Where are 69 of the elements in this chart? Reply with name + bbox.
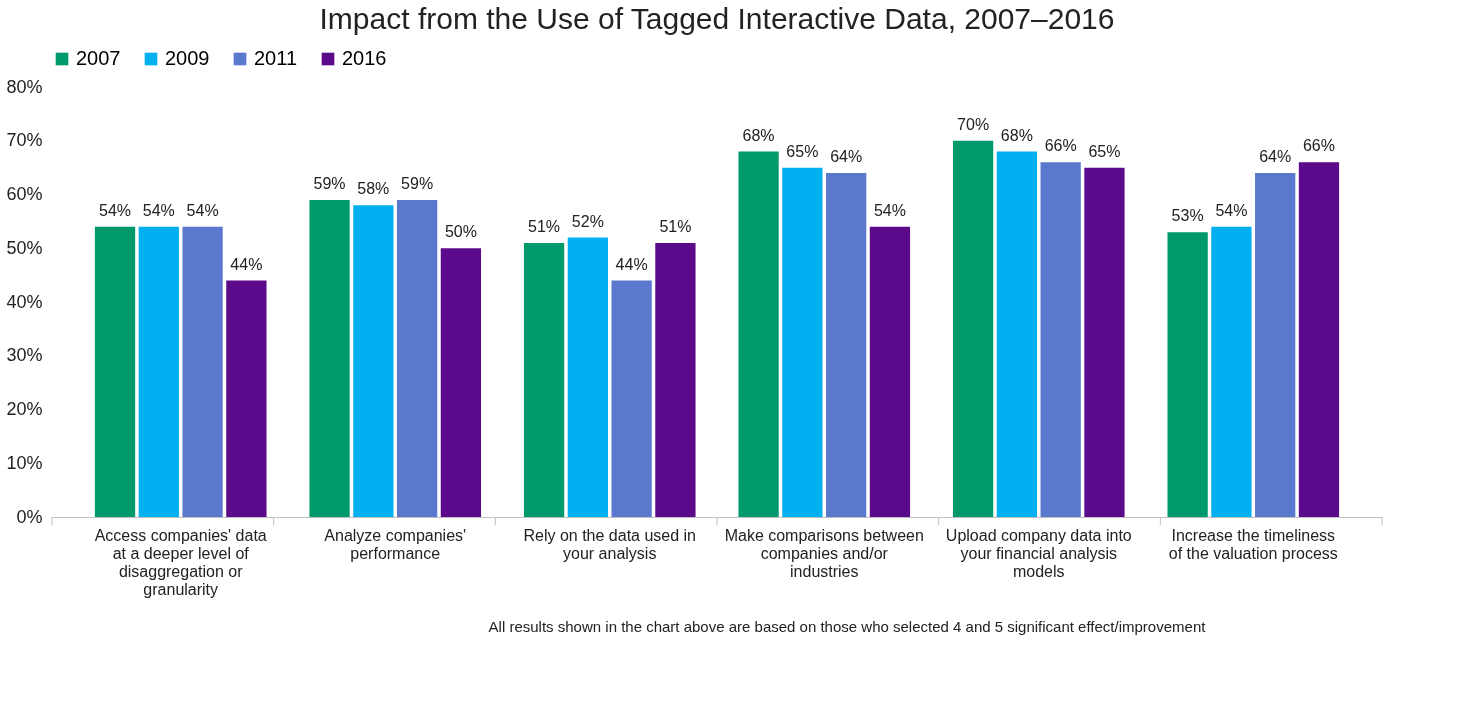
y-tick-label: 10%: [6, 452, 43, 473]
x-tick-label: Access companies' data at a deeper level of disaggregation or granularity: [94, 526, 267, 598]
bar: [440, 248, 482, 517]
data-label: 59%: [401, 174, 434, 192]
bar: [1298, 162, 1340, 517]
bar: [523, 242, 565, 517]
data-label: 68%: [1000, 126, 1033, 144]
data-label: 59%: [313, 174, 346, 192]
data-label: 52%: [571, 212, 604, 230]
bar: [996, 151, 1038, 517]
data-label: 53%: [1171, 207, 1204, 225]
chart-title: Impact from the Use of Tagged Interactive Data, 2007–2016: [319, 2, 1115, 35]
bar: [782, 167, 823, 517]
data-label: 70%: [957, 115, 990, 133]
x-tick-label: Upload company data into your financial analysis models: [945, 526, 1132, 580]
bar: [869, 226, 911, 517]
bar: [1211, 226, 1252, 517]
data-label: 66%: [1302, 137, 1335, 155]
text: All results shown in the chart above are based on those who selected 4 and 5 significant effect/improvement: [488, 618, 1207, 635]
x-tick-label: Increase the timeliness of the valuation process: [1168, 526, 1338, 562]
data-label: 54%: [1215, 201, 1248, 219]
bar: [396, 199, 438, 517]
bar: [1167, 232, 1208, 517]
legend-label: 2009: [165, 47, 210, 69]
y-tick-label: 60%: [6, 184, 43, 204]
bar: [94, 226, 136, 517]
data-label: 64%: [1259, 148, 1292, 165]
data-label: 58%: [357, 180, 390, 198]
y-tick-label: 40%: [6, 291, 43, 312]
bar: [309, 199, 350, 517]
x-tick-label: Analyze companies' performance: [324, 526, 467, 562]
data-label: 51%: [659, 217, 692, 235]
data-label: 54%: [142, 201, 175, 219]
legend-label: 2016: [342, 47, 387, 69]
bar: [1040, 162, 1081, 517]
data-label: 65%: [1088, 142, 1121, 160]
bar: [353, 205, 394, 517]
data-label: 44%: [230, 255, 263, 273]
data-label: 54%: [186, 201, 219, 219]
y-tick-label: 0%: [16, 506, 43, 527]
bar: [655, 242, 696, 517]
y-tick-label: 50%: [6, 237, 43, 258]
bar: [952, 140, 994, 517]
data-label: 51%: [528, 217, 561, 235]
y-tick-label: 80%: [6, 76, 43, 97]
y-tick-label: 20%: [6, 399, 43, 419]
data-label: 44%: [615, 255, 648, 273]
bar: [138, 226, 179, 517]
bar: [226, 280, 267, 517]
x-tick-label: Rely on the data used in your analysis: [523, 526, 697, 562]
bar: [826, 173, 867, 517]
legend-label: 2007: [76, 47, 121, 69]
legend-label: 2011: [254, 47, 298, 69]
bar: [567, 237, 608, 517]
bar: [1255, 173, 1296, 517]
y-tick-label: 70%: [6, 130, 43, 151]
bar: [182, 226, 223, 517]
data-label: 68%: [742, 126, 775, 144]
bar: [611, 280, 652, 517]
data-label: 50%: [444, 223, 477, 241]
data-label: 54%: [99, 201, 132, 219]
y-tick-label: 30%: [6, 345, 43, 366]
data-label: 65%: [786, 142, 819, 160]
data-label: 66%: [1044, 137, 1077, 155]
data-label: 54%: [873, 201, 906, 219]
data-label: 64%: [830, 148, 863, 165]
x-tick-label: Make comparisons between companies and/or industries: [724, 526, 924, 580]
bar: [1084, 167, 1125, 517]
bar: [738, 151, 779, 517]
